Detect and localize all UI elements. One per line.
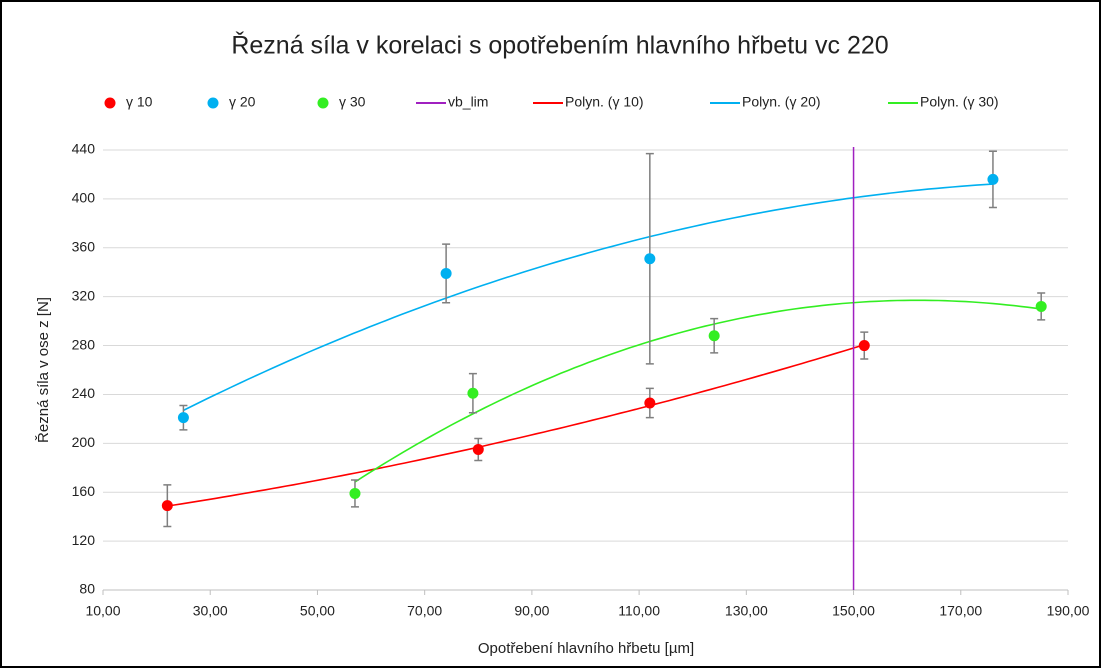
point xyxy=(1035,300,1047,312)
x-tick-label: 190,00 xyxy=(1047,603,1090,619)
x-tick-label: 10,00 xyxy=(85,603,120,619)
y-tick-label: 360 xyxy=(72,238,96,254)
y-tick-label: 160 xyxy=(72,483,96,499)
point xyxy=(858,340,870,352)
x-tick-label: 30,00 xyxy=(193,603,228,619)
y-tick-label: 80 xyxy=(79,581,95,597)
y-tick-label: 400 xyxy=(72,190,96,206)
x-axis-title: Opotřebení hlavního hřbetu [µm] xyxy=(478,640,694,657)
x-tick-label: 170,00 xyxy=(939,603,982,619)
chart-title: Řezná síla v korelaci s opotřebením hlav… xyxy=(231,31,888,60)
trendline xyxy=(167,343,865,507)
legend-label: γ 20 xyxy=(229,94,256,110)
legend-label: Polyn. (γ 10) xyxy=(565,94,644,110)
point xyxy=(349,487,361,499)
legend-marker xyxy=(104,97,116,109)
legend-marker xyxy=(207,97,219,109)
point xyxy=(161,500,173,512)
legend-label: vb_lim xyxy=(448,94,488,110)
point xyxy=(644,397,656,409)
trendline xyxy=(183,183,993,412)
x-tick-label: 130,00 xyxy=(725,603,768,619)
y-tick-label: 280 xyxy=(72,336,96,352)
x-tick-label: 90,00 xyxy=(514,603,549,619)
point xyxy=(708,330,720,342)
legend-label: γ 30 xyxy=(339,94,366,110)
x-tick-label: 50,00 xyxy=(300,603,335,619)
point xyxy=(177,412,189,424)
legend-label: γ 10 xyxy=(126,94,153,110)
point xyxy=(472,443,484,455)
point xyxy=(467,387,479,399)
legend-label: Polyn. (γ 20) xyxy=(742,94,821,110)
legend-label: Polyn. (γ 30) xyxy=(920,94,999,110)
trendline xyxy=(354,299,1042,483)
point xyxy=(987,173,999,185)
point xyxy=(440,267,452,279)
x-tick-label: 70,00 xyxy=(407,603,442,619)
y-axis-title: Řezná síla v ose z [N] xyxy=(35,297,52,443)
point xyxy=(644,253,656,265)
y-tick-label: 120 xyxy=(72,532,96,548)
legend-marker xyxy=(317,97,329,109)
x-tick-label: 150,00 xyxy=(832,603,875,619)
y-tick-label: 440 xyxy=(72,141,96,157)
y-tick-label: 240 xyxy=(72,385,96,401)
y-tick-label: 200 xyxy=(72,434,96,450)
x-tick-label: 110,00 xyxy=(618,603,660,619)
y-tick-label: 320 xyxy=(72,287,96,303)
